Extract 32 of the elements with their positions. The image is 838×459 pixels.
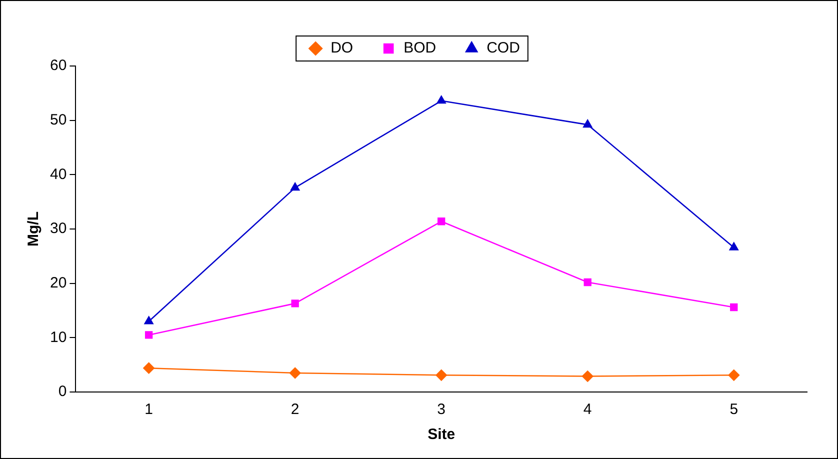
- y-tick-label: 0: [58, 383, 67, 400]
- point: [144, 316, 154, 324]
- point: [291, 300, 299, 308]
- y-tick-label: 10: [50, 328, 67, 346]
- x-tick-label: 4: [583, 401, 592, 418]
- legend-label: DO: [330, 40, 354, 57]
- x-tick-label: 5: [730, 401, 738, 418]
- x-tick-label: 1: [144, 401, 153, 418]
- x-tick-label: 3: [437, 401, 446, 418]
- point: [289, 367, 301, 379]
- point: [436, 370, 447, 381]
- y-tick-label: 40: [50, 166, 67, 183]
- point: [728, 370, 740, 381]
- legend-label: COD: [486, 40, 520, 57]
- point: [584, 278, 592, 286]
- point: [583, 120, 592, 128]
- legend-label: BOD: [404, 40, 436, 57]
- point: [290, 182, 300, 191]
- y-axis-title: Mg/L: [25, 212, 42, 246]
- point: [436, 96, 446, 104]
- x-axis-title: Site: [428, 426, 456, 444]
- point: [143, 362, 154, 374]
- y-tick-label: 50: [50, 111, 67, 128]
- y-tick-label: 30: [50, 220, 67, 238]
- point: [729, 242, 738, 250]
- y-tick-label: 60: [50, 57, 67, 74]
- point: [438, 218, 446, 226]
- point: [730, 303, 738, 312]
- point: [582, 370, 594, 382]
- point: [144, 331, 153, 339]
- x-tick-label: 2: [290, 401, 300, 418]
- y-tick-label: 20: [50, 274, 67, 292]
